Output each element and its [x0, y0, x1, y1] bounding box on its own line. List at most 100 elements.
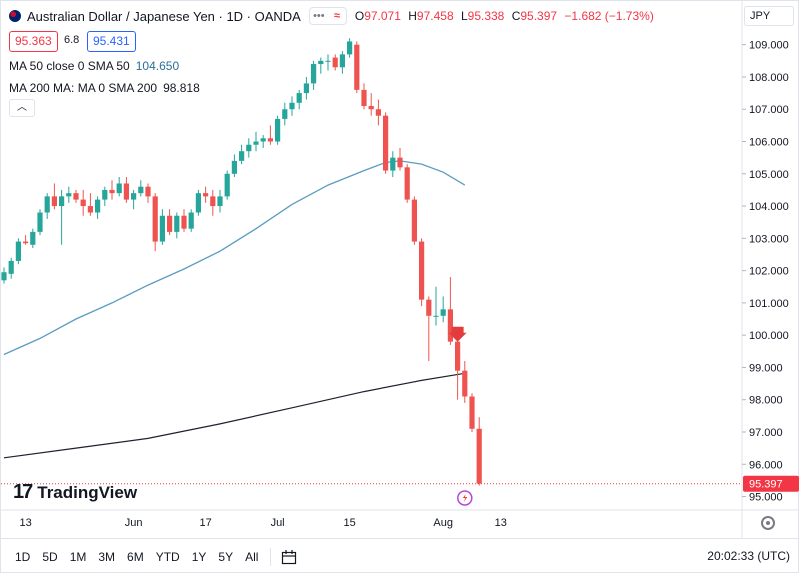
- candle-body: [195, 193, 201, 213]
- candle-body: [354, 44, 360, 90]
- ohlc-key-low: L: [460, 9, 468, 23]
- range-6m-button[interactable]: 6M: [127, 549, 144, 564]
- tradingview-logo[interactable]: 17 TradingView: [13, 481, 137, 504]
- candle: [159, 209, 165, 245]
- price-axis-label: 99.000: [749, 362, 783, 374]
- candle: [419, 238, 425, 307]
- candle-body: [123, 183, 129, 200]
- indicator-ma50[interactable]: MA 50 close 0 SMA 50 104.650: [9, 59, 179, 73]
- candle: [411, 196, 417, 245]
- indicator-status-pill[interactable]: ••• ≈: [308, 7, 347, 25]
- candle-body: [51, 196, 57, 207]
- candle-body: [411, 199, 417, 242]
- symbol-title[interactable]: Australian Dollar / Japanese Yen · 1D · …: [27, 8, 301, 24]
- price-axis-label: 108.000: [749, 72, 789, 84]
- candle-body: [210, 196, 216, 207]
- candle-body: [73, 193, 79, 200]
- candle: [51, 183, 57, 210]
- candle: [59, 189, 65, 245]
- candle-body: [246, 144, 252, 152]
- buy-button[interactable]: 95.431: [87, 31, 136, 52]
- candle: [260, 135, 266, 148]
- candle-body: [469, 396, 475, 429]
- candle-body: [15, 241, 21, 261]
- ohlc-key-close: C: [511, 9, 521, 23]
- candle-body: [390, 157, 396, 171]
- candle: [383, 112, 389, 174]
- range-1d-button[interactable]: 1D: [15, 549, 31, 564]
- time-axis-label: Aug: [433, 517, 453, 529]
- candle-body: [44, 196, 50, 213]
- candle: [404, 164, 410, 203]
- candle: [476, 417, 482, 486]
- time-axis-label: 13: [495, 517, 507, 529]
- time-axis-label: Jun: [125, 517, 143, 529]
- time-axis-label: 15: [343, 517, 355, 529]
- candle: [174, 212, 180, 239]
- candle-body: [318, 60, 324, 65]
- candle-body: [131, 193, 137, 200]
- candle: [354, 41, 360, 94]
- wave-icon: ≈: [333, 10, 340, 22]
- candle-body: [109, 189, 115, 194]
- range-1m-button[interactable]: 1M: [69, 549, 87, 564]
- price-axis-label: 96.000: [749, 459, 783, 471]
- candle: [131, 189, 137, 210]
- ohlc-key-high: H: [408, 9, 417, 23]
- currency-select[interactable]: JPY: [744, 6, 794, 26]
- candle-body: [267, 138, 273, 142]
- candle: [462, 360, 468, 403]
- ohlc-key-open: O: [354, 9, 365, 23]
- candle-body: [275, 118, 281, 142]
- range-5y-button[interactable]: 5Y: [218, 549, 234, 564]
- candle: [397, 147, 403, 171]
- ohlc-high: 97.458: [416, 9, 454, 23]
- range-3m-button[interactable]: 3M: [98, 549, 116, 564]
- price-axis-label: 98.000: [749, 395, 783, 407]
- candle-body: [339, 54, 345, 68]
- range-5d-button[interactable]: 5D: [42, 549, 58, 564]
- candle-body: [59, 196, 65, 207]
- price-axis-label: 103.000: [749, 233, 789, 245]
- time-axis-label: Jul: [271, 517, 285, 529]
- candle: [1, 267, 7, 284]
- candle-body: [224, 173, 230, 197]
- candle: [303, 76, 309, 100]
- range-1y-button[interactable]: 1Y: [191, 549, 207, 564]
- candle-body: [397, 157, 403, 168]
- candle-body: [152, 196, 158, 242]
- chart-settings-gear-icon[interactable]: [761, 516, 775, 530]
- price-axis-label: 95.000: [749, 492, 783, 504]
- range-ytd-button[interactable]: YTD: [155, 549, 180, 564]
- candle: [87, 193, 93, 216]
- ma50-line: [3, 160, 466, 356]
- price-axis-label: 102.000: [749, 266, 789, 278]
- candle: [390, 151, 396, 178]
- candle-body: [368, 106, 374, 110]
- collapse-legend-button[interactable]: ︿: [9, 99, 35, 117]
- utc-clock[interactable]: 20:02:33 (UTC): [707, 549, 790, 563]
- candle-body: [253, 141, 259, 145]
- range-all-button[interactable]: All: [245, 549, 259, 564]
- tradingview-logo-icon: 17: [13, 481, 33, 503]
- candle-body: [23, 241, 29, 244]
- candle-body: [87, 206, 93, 213]
- date-range-calendar-icon[interactable]: [281, 549, 299, 565]
- indicator-ma200-value: 98.818: [163, 81, 200, 95]
- sell-button[interactable]: 95.363: [9, 31, 58, 52]
- candle: [116, 177, 122, 197]
- indicator-ma200[interactable]: MA 200 MA: MA 0 SMA 200 98.818: [9, 81, 200, 95]
- candle-body: [426, 299, 432, 316]
- candle-body: [325, 60, 331, 62]
- candle: [311, 60, 317, 90]
- candle: [203, 186, 209, 203]
- candle: [109, 180, 115, 200]
- price-axis-label: 106.000: [749, 137, 789, 149]
- ohlc-values: O97.071 H97.458 L95.338 C95.397 −1.682 (…: [355, 9, 658, 23]
- candle-body: [167, 215, 173, 232]
- candle-body: [203, 193, 209, 197]
- candle-body: [80, 199, 86, 207]
- candle: [267, 125, 273, 145]
- candle: [37, 209, 43, 236]
